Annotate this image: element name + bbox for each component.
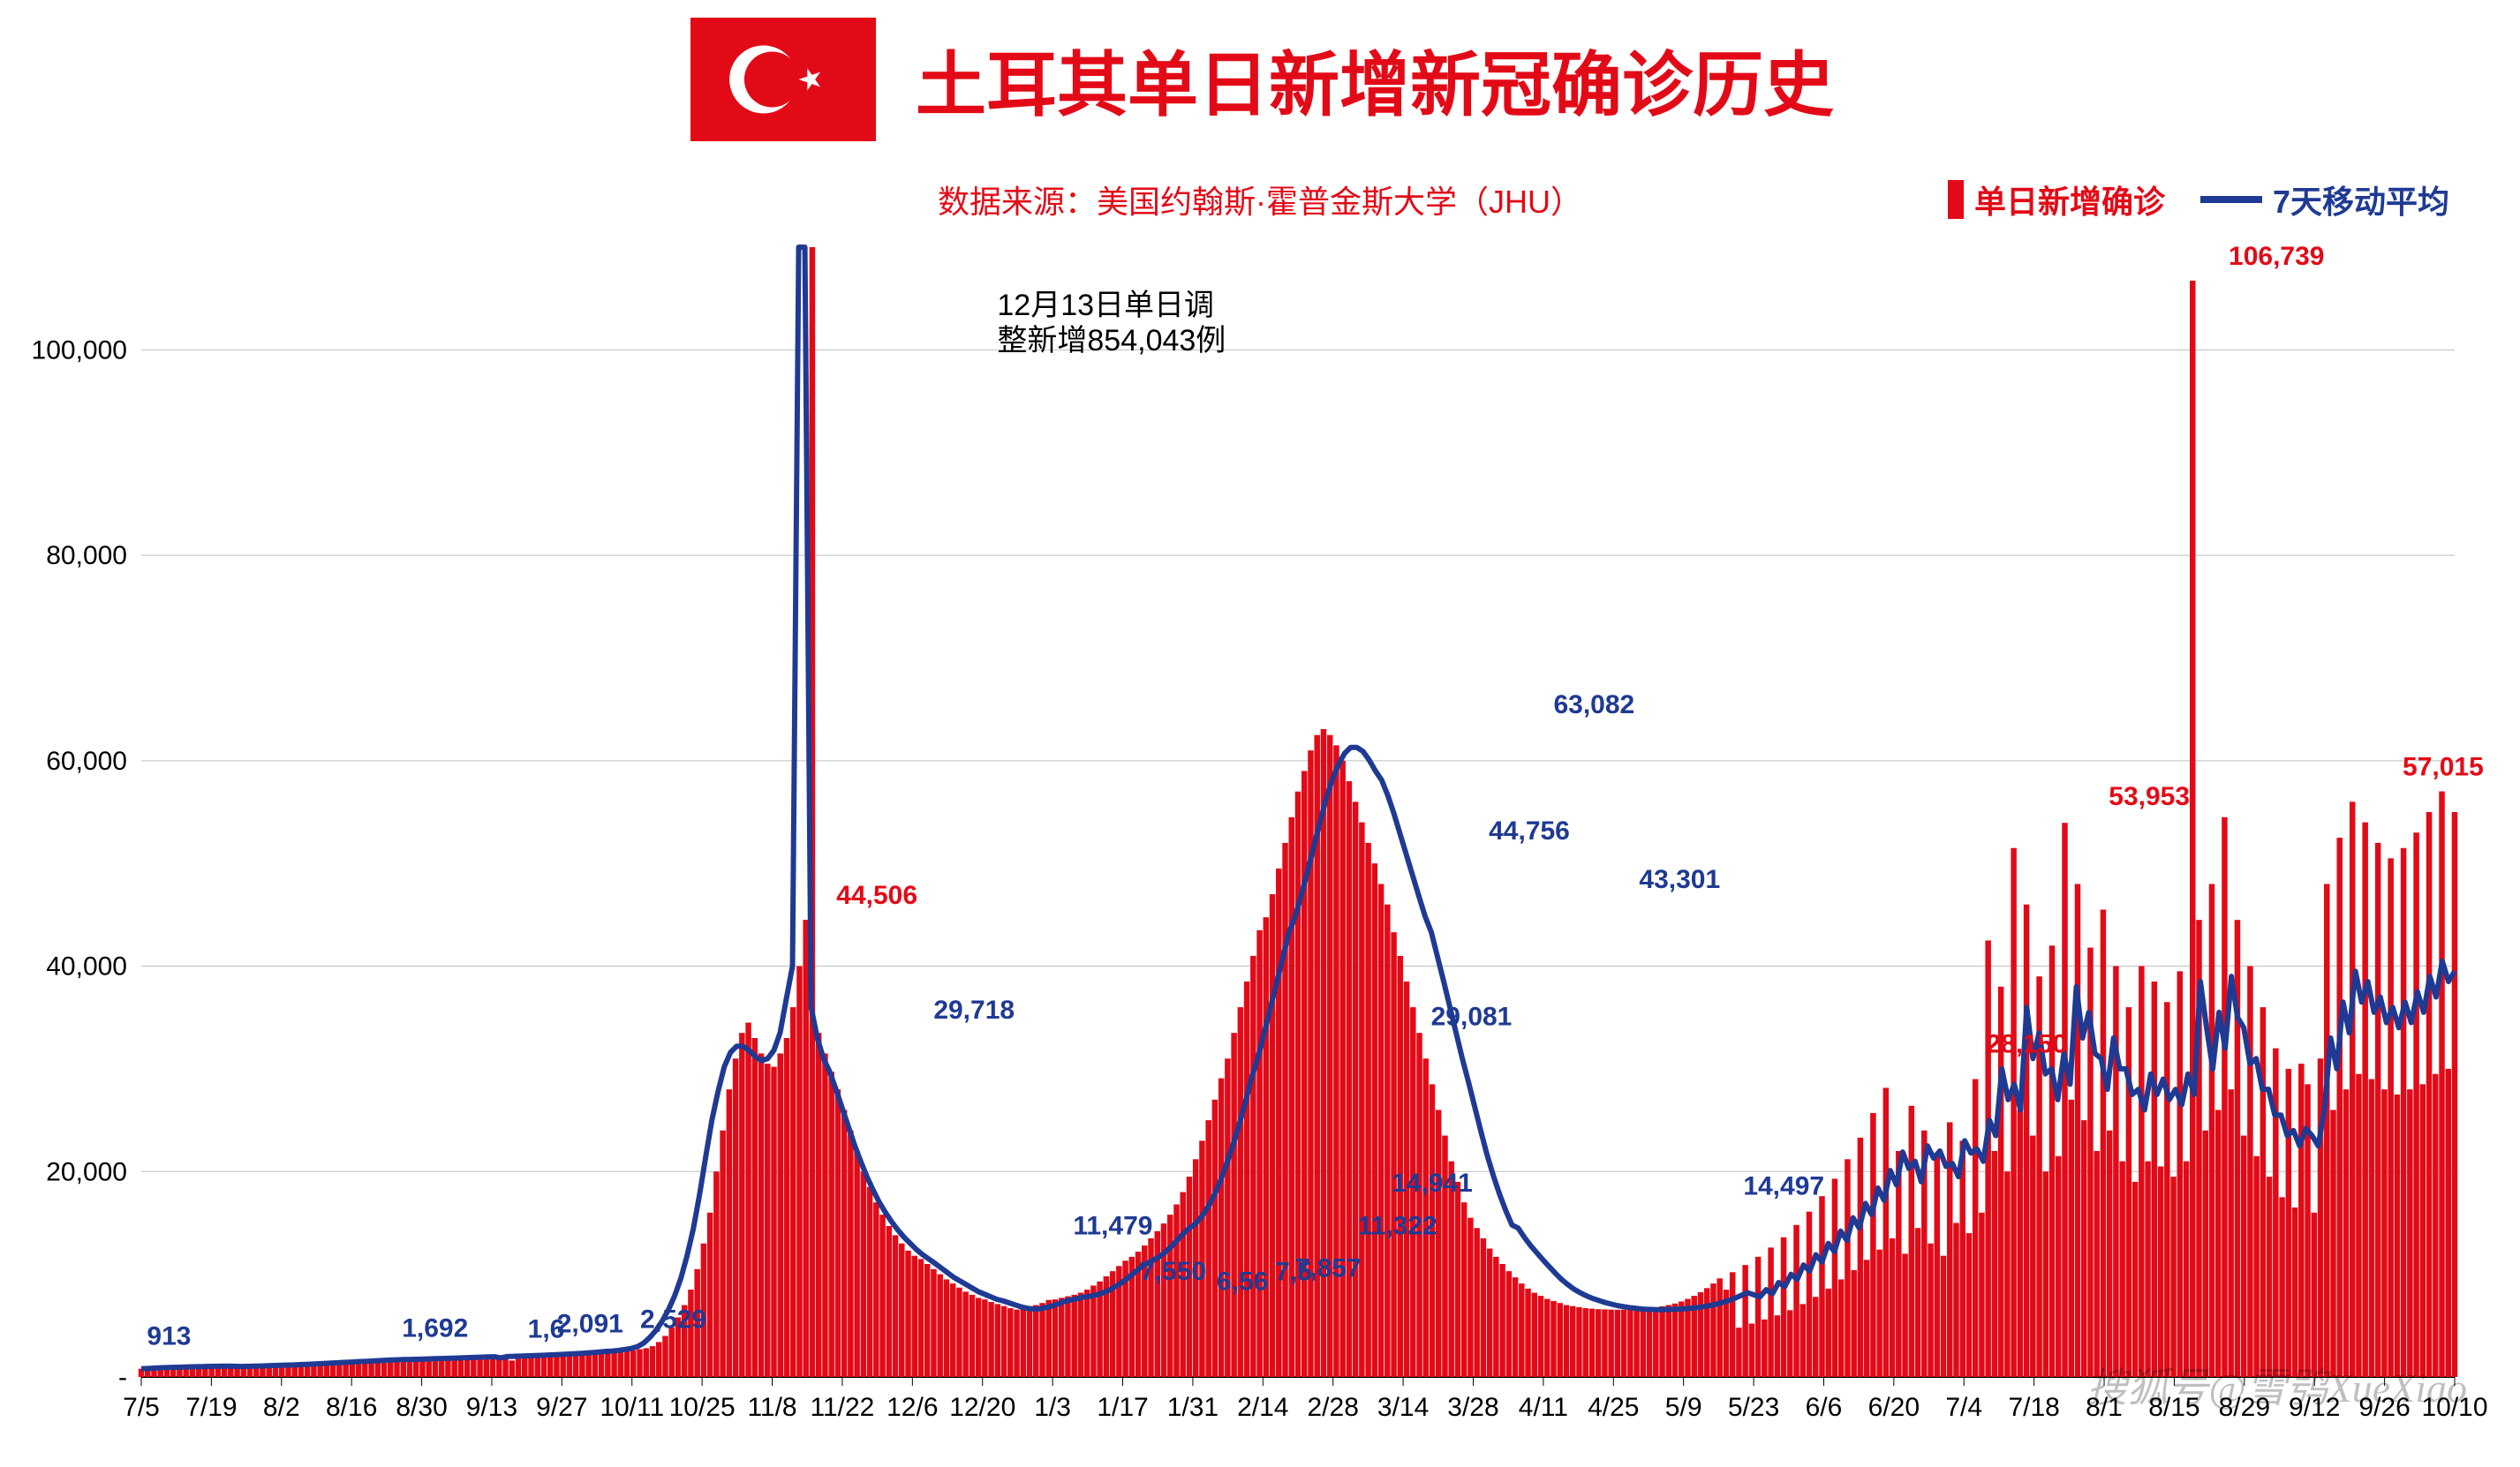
svg-text:7/19: 7/19 xyxy=(185,1393,237,1422)
svg-text:44,506: 44,506 xyxy=(836,881,917,910)
svg-text:8/16: 8/16 xyxy=(326,1393,377,1422)
svg-text:7,857: 7,857 xyxy=(1295,1254,1362,1283)
svg-text:11/22: 11/22 xyxy=(811,1393,875,1422)
svg-text:1/17: 1/17 xyxy=(1097,1393,1148,1422)
svg-text:2,091: 2,091 xyxy=(557,1310,623,1339)
svg-text:913: 913 xyxy=(147,1321,191,1350)
svg-text:14,497: 14,497 xyxy=(1743,1171,1824,1200)
svg-text:43,301: 43,301 xyxy=(1639,865,1720,894)
svg-text:8/30: 8/30 xyxy=(396,1393,447,1422)
svg-text:100,000: 100,000 xyxy=(32,335,127,365)
svg-text:1,692: 1,692 xyxy=(402,1313,468,1343)
svg-text:6/20: 6/20 xyxy=(1868,1393,1920,1422)
svg-text:29,718: 29,718 xyxy=(933,996,1015,1025)
svg-text:29,081: 29,081 xyxy=(1431,1003,1513,1032)
svg-text:106,739: 106,739 xyxy=(2229,242,2324,271)
svg-text:11,322: 11,322 xyxy=(1358,1211,1437,1240)
svg-text:7,550: 7,550 xyxy=(1140,1257,1206,1286)
watermark: 搜狐号@雪鸮XueXiao xyxy=(2086,1356,2467,1414)
svg-text:2,529: 2,529 xyxy=(640,1305,706,1335)
svg-text:3/14: 3/14 xyxy=(1377,1393,1429,1422)
svg-text:63,082: 63,082 xyxy=(1553,690,1634,719)
svg-text:-: - xyxy=(118,1363,127,1392)
svg-text:7/18: 7/18 xyxy=(2008,1393,2059,1422)
svg-text:60,000: 60,000 xyxy=(46,747,127,776)
svg-text:12月13日单日调: 12月13日单日调 xyxy=(997,289,1214,322)
svg-text:9/27: 9/27 xyxy=(536,1393,587,1422)
svg-text:20,000: 20,000 xyxy=(46,1157,127,1186)
svg-text:5/9: 5/9 xyxy=(1665,1393,1702,1422)
plot-area: - 20,000 40,000 60,000 80,000 100,000 7/5 7/19 8… xyxy=(0,0,2520,1467)
svg-text:2/14: 2/14 xyxy=(1237,1393,1288,1422)
svg-text:80,000: 80,000 xyxy=(46,541,127,570)
svg-text:7/5: 7/5 xyxy=(123,1393,160,1422)
svg-text:6,56: 6,56 xyxy=(1217,1268,1268,1297)
svg-text:12/6: 12/6 xyxy=(887,1393,938,1422)
svg-text:11/8: 11/8 xyxy=(747,1393,796,1422)
svg-text:1/3: 1/3 xyxy=(1034,1393,1071,1422)
svg-text:8/2: 8/2 xyxy=(263,1393,300,1422)
svg-text:9/13: 9/13 xyxy=(466,1393,517,1422)
svg-text:5/23: 5/23 xyxy=(1728,1393,1779,1422)
svg-text:10/11: 10/11 xyxy=(600,1393,664,1422)
svg-text:4/11: 4/11 xyxy=(1519,1393,1568,1422)
svg-text:3/28: 3/28 xyxy=(1447,1393,1498,1422)
svg-text:4/25: 4/25 xyxy=(1588,1393,1639,1422)
svg-text:2/28: 2/28 xyxy=(1308,1393,1359,1422)
svg-text:12/20: 12/20 xyxy=(949,1393,1015,1422)
svg-text:44,756: 44,756 xyxy=(1489,816,1570,846)
svg-text:11,479: 11,479 xyxy=(1073,1211,1152,1240)
svg-text:28,150: 28,150 xyxy=(1986,1029,2067,1058)
svg-text:57,015: 57,015 xyxy=(2403,753,2484,782)
svg-text:10/25: 10/25 xyxy=(669,1393,736,1422)
svg-text:14,941: 14,941 xyxy=(1392,1169,1473,1198)
chart-root: 土耳其单日新增新冠确诊历史 数据来源：美国约翰斯·霍普金斯大学（JHU） 单日新… xyxy=(0,0,2520,1467)
svg-text:6/6: 6/6 xyxy=(1806,1393,1843,1422)
svg-text:7/4: 7/4 xyxy=(1945,1393,1982,1422)
svg-text:53,953: 53,953 xyxy=(2109,782,2190,811)
svg-text:1/31: 1/31 xyxy=(1167,1393,1219,1422)
svg-text:40,000: 40,000 xyxy=(46,952,127,982)
svg-text:整新增854,043例: 整新增854,043例 xyxy=(997,324,1226,357)
